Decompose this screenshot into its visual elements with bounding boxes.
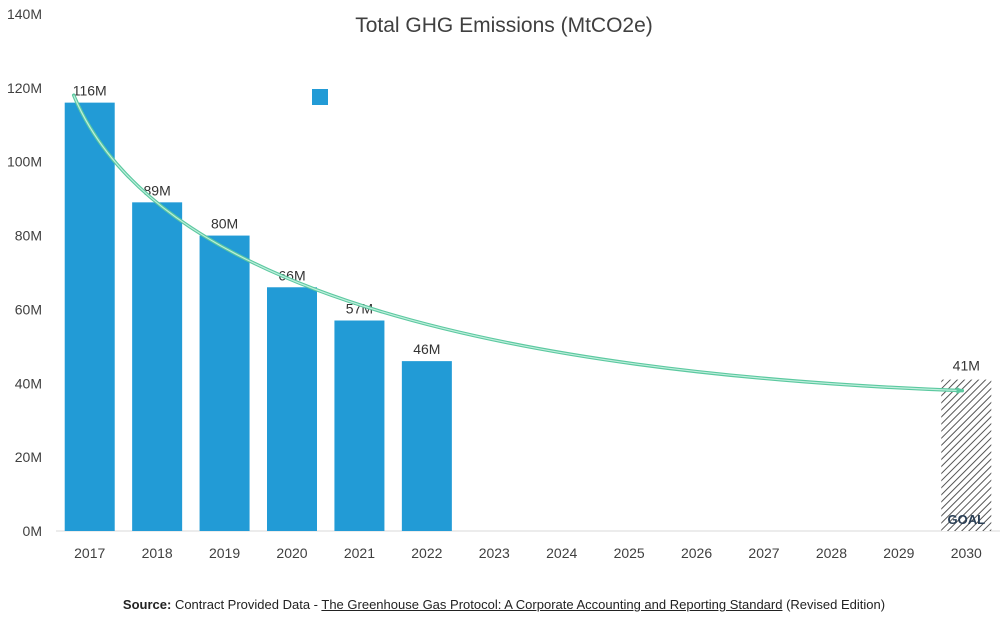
data-label: 57M (346, 301, 373, 317)
x-tick-label: 2019 (209, 545, 240, 561)
y-tick-label: 120M (7, 80, 42, 96)
source-label: Source: (122, 597, 172, 612)
source-suffix: (Revised Edition) (782, 597, 886, 612)
y-tick-label: 20M (15, 449, 42, 465)
x-tick-label: 2027 (748, 545, 779, 561)
goal-text: GOAL (948, 512, 986, 527)
bar (334, 320, 385, 531)
data-label: 46M (413, 341, 440, 357)
x-tick-label: 2022 (411, 545, 442, 561)
x-tick-label: 2026 (681, 545, 712, 561)
x-tick-label: 2017 (74, 545, 105, 561)
x-tick-label: 2023 (479, 545, 510, 561)
bar (199, 235, 250, 532)
chart-title: Total GHG Emissions (MtCO2e) (355, 14, 653, 37)
y-tick-label: 100M (7, 154, 42, 170)
data-label: 116M (73, 83, 107, 99)
goal-data-label: 41M (953, 358, 980, 374)
data-label: 66M (278, 267, 305, 283)
bar (64, 102, 115, 531)
bar (132, 202, 183, 532)
bar (267, 287, 317, 531)
data-label: 80M (211, 216, 238, 232)
y-tick-label: 80M (15, 228, 42, 244)
legend-swatch (312, 89, 328, 105)
x-tick-label: 2024 (546, 545, 577, 561)
x-tick-label: 2028 (816, 545, 847, 561)
x-tick-label: 2021 (344, 545, 375, 561)
source-link[interactable]: The Greenhouse Gas Protocol: A Corporate… (321, 597, 783, 612)
y-tick-label: 40M (15, 375, 42, 391)
chart-svg: 0M 20M 40M 60M 80M 100M 120M 140M 2017 2018 2019 20… (7, 6, 1000, 561)
source-note: Source: Contract Provided Data - The Gre… (0, 597, 1008, 612)
x-tick-label: 2030 (951, 545, 982, 561)
x-tick-label: 2018 (142, 545, 173, 561)
data-label: 89M (144, 182, 171, 198)
y-tick-label: 60M (15, 301, 42, 317)
x-tick-label: 2025 (614, 545, 645, 561)
source-text: Contract Provided Data - (171, 597, 322, 612)
x-tick-label: 2020 (276, 545, 307, 561)
y-tick-label: 0M (23, 523, 42, 539)
trend-arrow (73, 95, 964, 395)
y-tick-label: 140M (7, 6, 42, 22)
x-tick-label: 2029 (883, 545, 914, 561)
goal-bar (941, 379, 992, 531)
bar (401, 361, 452, 531)
